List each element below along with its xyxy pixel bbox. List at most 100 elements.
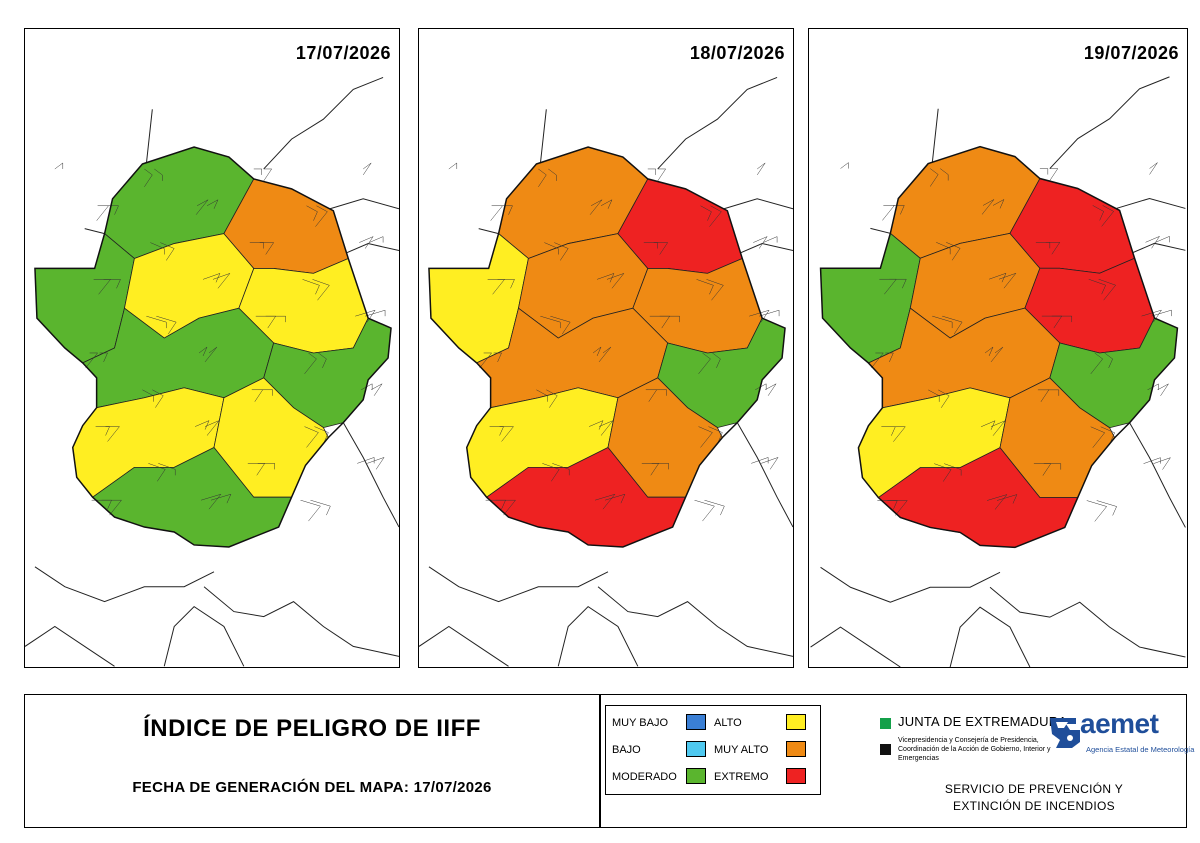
region-map-3 (810, 76, 1186, 667)
generation-date: FECHA DE GENERACIÓN DEL MAPA: 17/07/2026 (132, 779, 492, 796)
province-border-5 (34, 566, 215, 603)
municipal-boundary (544, 242, 559, 255)
municipal-boundary (54, 162, 64, 170)
municipal-boundary (871, 352, 884, 369)
municipal-boundary (881, 426, 896, 436)
municipal-boundary (753, 236, 768, 249)
municipal-boundary (594, 493, 616, 510)
municipal-boundary (369, 236, 384, 243)
municipal-boundary (489, 426, 504, 436)
municipal-boundary (542, 463, 560, 482)
municipal-boundary (1151, 309, 1172, 317)
municipal-boundary (1149, 162, 1158, 175)
province-border-6 (203, 586, 399, 657)
municipal-boundary (142, 389, 154, 402)
municipal-boundary (548, 168, 557, 181)
map-panel-2: 18/07/2026 (418, 28, 794, 668)
municipal-boundary (304, 352, 317, 375)
municipal-boundary (708, 426, 723, 442)
municipal-boundary (485, 499, 506, 510)
municipal-boundary (643, 242, 658, 249)
municipal-boundary (263, 168, 273, 182)
municipal-boundary (1145, 235, 1161, 249)
legend-row-3: MODERADO EXTREMO (606, 768, 820, 788)
municipal-boundary (885, 352, 894, 363)
aemet-subtitle: Agencia Estatal de Meteorología (1086, 745, 1195, 754)
municipal-boundary (96, 205, 110, 221)
municipal-boundary (247, 463, 266, 476)
municipal-boundary (1104, 352, 1113, 369)
municipal-boundary (694, 499, 715, 522)
province-border-2 (657, 76, 778, 170)
service-line-2: EXTINCIÓN DE INCENDIOS (953, 799, 1115, 813)
municipal-boundary (300, 499, 321, 522)
legend-label-muy-bajo: MUY BAJO (612, 717, 669, 729)
municipal-boundary (85, 352, 99, 369)
service-name: SERVICIO DE PREVENCIÓN Y EXTINCIÓN DE IN… (904, 781, 1164, 815)
municipal-boundary (698, 352, 711, 375)
legend: MUY BAJO ALTO BAJO MUY ALTO MODERADO EXT… (605, 705, 821, 795)
municipal-boundary (704, 499, 725, 516)
region-map-1 (25, 76, 399, 667)
municipal-boundary (253, 168, 262, 175)
map-panel-3: 19/07/2026 (808, 28, 1188, 668)
map-layer-1 (25, 76, 399, 667)
legend-swatch-extremo (786, 768, 806, 784)
municipal-boundary (479, 352, 493, 369)
municipal-boundary (160, 242, 175, 261)
municipal-boundary (359, 236, 374, 249)
municipal-boundary (202, 272, 221, 283)
municipal-boundary (598, 346, 612, 363)
legend-label-alto: ALTO (714, 717, 742, 729)
municipal-boundary (150, 242, 165, 255)
municipal-boundary (589, 199, 603, 215)
municipal-boundary (1157, 383, 1169, 396)
region-map-2 (419, 76, 793, 667)
province-border-3 (323, 198, 399, 212)
municipal-boundary (1086, 500, 1108, 522)
province-border-8 (810, 626, 901, 667)
municipal-boundary (712, 352, 721, 368)
legend-swatch-alto (786, 714, 806, 730)
municipal-boundary (249, 242, 264, 249)
province-border-0 (539, 109, 547, 165)
municipal-boundary (879, 278, 897, 295)
province-border-9 (163, 605, 245, 667)
province-border-8 (25, 625, 115, 667)
municipal-boundary (596, 272, 615, 283)
footer-divider (599, 695, 601, 827)
region-outline (34, 146, 392, 548)
province-border-7 (1129, 422, 1186, 528)
province-border-1 (84, 228, 105, 235)
municipal-boundary (647, 168, 656, 175)
municipal-boundary (765, 383, 777, 396)
municipal-boundary (709, 205, 722, 227)
municipal-boundary (759, 309, 780, 317)
municipal-boundary (928, 389, 940, 402)
municipal-boundary (310, 499, 331, 516)
municipal-boundary (95, 426, 110, 436)
province-border-1 (870, 227, 891, 234)
municipal-boundary (763, 236, 778, 243)
legend-swatch-bajo (686, 741, 706, 757)
municipal-boundary (362, 162, 372, 176)
municipal-boundary (318, 352, 327, 368)
legend-label-moderado: MODERADO (612, 771, 677, 783)
municipal-boundary (255, 315, 277, 329)
municipal-boundary (1045, 242, 1061, 255)
municipal-boundary (606, 272, 625, 289)
municipal-boundary (988, 272, 1007, 283)
municipal-boundary (1047, 389, 1060, 396)
municipal-boundary (1096, 500, 1117, 516)
municipal-boundary (357, 457, 375, 464)
municipal-boundary (755, 383, 767, 390)
municipal-boundary (761, 456, 779, 470)
province-border-8 (419, 625, 509, 667)
municipal-boundary (499, 426, 515, 442)
region-outline (819, 145, 1179, 549)
province-border-3 (717, 198, 793, 212)
municipal-boundary (259, 242, 275, 255)
legend-label-bajo: BAJO (612, 744, 641, 756)
province-border-0 (931, 108, 939, 164)
municipal-boundary (698, 426, 713, 448)
